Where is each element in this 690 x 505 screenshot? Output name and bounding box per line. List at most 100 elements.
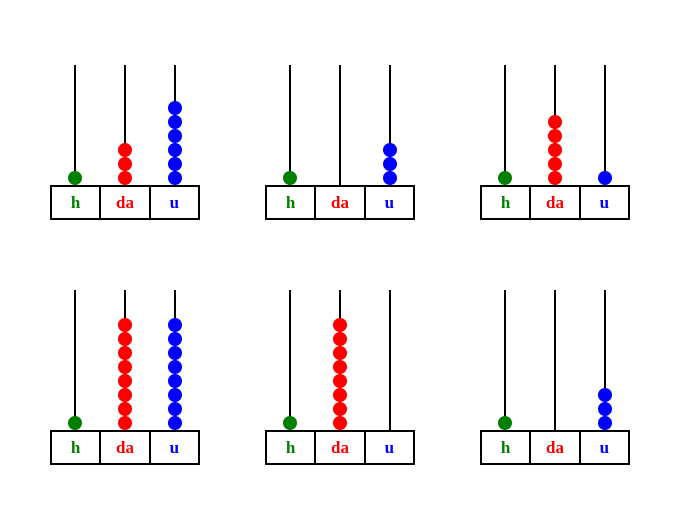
bead-da	[548, 171, 562, 185]
bead-da	[333, 374, 347, 388]
label-cell-da: da	[531, 185, 580, 220]
label-cell-u: u	[366, 185, 415, 220]
label-row: hdau	[265, 185, 415, 220]
rod-da	[530, 275, 580, 430]
rod-u	[150, 30, 200, 185]
abacus-top-left: hdau	[50, 30, 200, 220]
bead-u	[598, 402, 612, 416]
bead-u	[168, 402, 182, 416]
label-cell-da: da	[101, 185, 150, 220]
abacus-bot-left: hdau	[50, 275, 200, 465]
bead-da	[118, 388, 132, 402]
rod-da	[100, 30, 150, 185]
bead-da	[118, 157, 132, 171]
abacus-top-mid: hdau	[265, 30, 415, 220]
label-cell-h: h	[265, 430, 316, 465]
label-cell-da: da	[316, 185, 365, 220]
bead-u	[383, 143, 397, 157]
label-cell-u: u	[581, 185, 630, 220]
rod-line	[504, 290, 506, 430]
abacus-top-right: hdau	[480, 30, 630, 220]
bead-da	[333, 360, 347, 374]
rod-h	[480, 275, 530, 430]
rod-line	[339, 65, 341, 185]
bead-da	[333, 332, 347, 346]
rod-h	[265, 275, 315, 430]
bead-h	[68, 171, 82, 185]
bead-u	[168, 157, 182, 171]
rod-line	[74, 65, 76, 185]
label-cell-u: u	[581, 430, 630, 465]
rod-line	[389, 290, 391, 430]
bead-u	[383, 157, 397, 171]
bead-u	[383, 171, 397, 185]
bead-da	[118, 402, 132, 416]
label-cell-h: h	[50, 185, 101, 220]
bead-da	[118, 171, 132, 185]
label-row: hdau	[480, 430, 630, 465]
bead-da	[118, 143, 132, 157]
bead-u	[168, 388, 182, 402]
label-row: hdau	[480, 185, 630, 220]
rod-u	[580, 275, 630, 430]
bead-da	[118, 416, 132, 430]
abacus-bot-right: hdau	[480, 275, 630, 465]
rod-h	[50, 275, 100, 430]
bead-h	[283, 416, 297, 430]
bead-u	[168, 416, 182, 430]
bead-da	[548, 143, 562, 157]
bead-da	[333, 416, 347, 430]
bead-da	[118, 332, 132, 346]
rod-line	[604, 65, 606, 185]
bead-u	[168, 318, 182, 332]
bead-h	[498, 416, 512, 430]
bead-u	[598, 171, 612, 185]
bead-u	[598, 416, 612, 430]
rod-line	[504, 65, 506, 185]
bead-da	[333, 346, 347, 360]
bead-u	[168, 171, 182, 185]
bead-da	[333, 388, 347, 402]
label-cell-h: h	[480, 185, 531, 220]
rod-u	[150, 275, 200, 430]
label-cell-h: h	[265, 185, 316, 220]
bead-h	[68, 416, 82, 430]
rod-line	[289, 65, 291, 185]
rod-h	[265, 30, 315, 185]
bead-u	[168, 332, 182, 346]
bead-da	[548, 115, 562, 129]
bead-u	[168, 101, 182, 115]
bead-h	[498, 171, 512, 185]
bead-u	[598, 388, 612, 402]
bead-da	[333, 402, 347, 416]
label-row: hdau	[265, 430, 415, 465]
label-cell-da: da	[101, 430, 150, 465]
bead-da	[548, 129, 562, 143]
rod-line	[74, 290, 76, 430]
bead-u	[168, 143, 182, 157]
label-row: hdau	[50, 430, 200, 465]
rod-line	[289, 290, 291, 430]
bead-h	[283, 171, 297, 185]
bead-da	[118, 346, 132, 360]
label-cell-da: da	[531, 430, 580, 465]
rod-h	[50, 30, 100, 185]
rod-da	[100, 275, 150, 430]
rod-u	[580, 30, 630, 185]
bead-u	[168, 360, 182, 374]
label-cell-h: h	[480, 430, 531, 465]
bead-da	[118, 318, 132, 332]
rod-u	[365, 30, 415, 185]
bead-da	[333, 318, 347, 332]
bead-u	[168, 129, 182, 143]
rod-h	[480, 30, 530, 185]
rod-da	[315, 275, 365, 430]
label-cell-da: da	[316, 430, 365, 465]
bead-u	[168, 115, 182, 129]
abacus-bot-mid: hdau	[265, 275, 415, 465]
label-row: hdau	[50, 185, 200, 220]
rod-da	[315, 30, 365, 185]
label-cell-h: h	[50, 430, 101, 465]
bead-u	[168, 374, 182, 388]
label-cell-u: u	[366, 430, 415, 465]
